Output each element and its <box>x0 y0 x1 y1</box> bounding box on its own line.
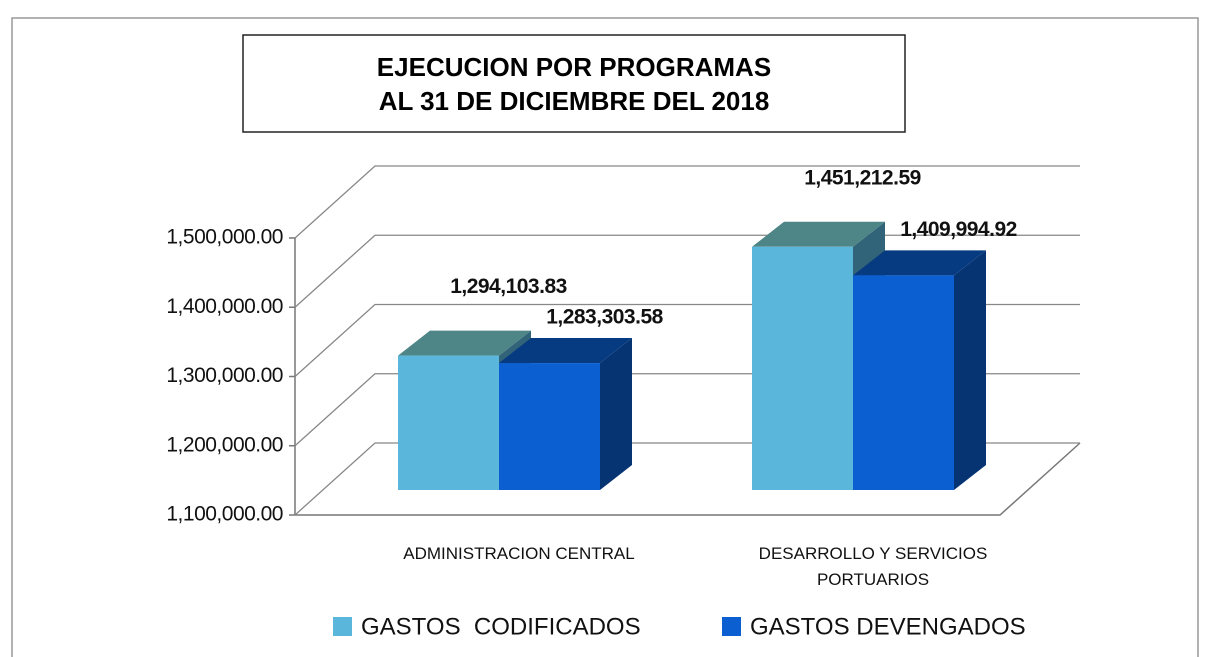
bar <box>398 355 499 490</box>
grid-line <box>294 165 1080 239</box>
data-label: 1,451,212.59 <box>804 166 921 189</box>
chart-title: EJECUCION POR PROGRAMAS <box>377 52 771 82</box>
y-tick-label: 1,400,000.00 <box>166 295 283 318</box>
bar <box>499 363 600 490</box>
y-tick-label: 1,100,000.00 <box>166 503 283 526</box>
bar-top <box>398 330 531 356</box>
bar <box>853 275 954 490</box>
bar <box>752 246 853 490</box>
bar-side <box>954 250 986 490</box>
legend-swatch <box>722 617 741 636</box>
data-label: 1,294,103.83 <box>450 275 567 298</box>
legend-label: GASTOS DEVENGADOS <box>750 613 1026 640</box>
y-tick-label: 1,200,000.00 <box>166 433 283 456</box>
title-box <box>242 34 906 133</box>
bar-top <box>853 250 986 276</box>
bar-top <box>499 338 632 364</box>
y-tick-label: 1,500,000.00 <box>166 226 283 249</box>
chart-subtitle: AL 31 DE DICIEMBRE DEL 2018 <box>379 86 770 116</box>
legend-label: GASTOS CODIFICADOS <box>361 613 641 640</box>
y-tick-label: 1,300,000.00 <box>166 364 283 387</box>
x-tick-label: DESARROLLO Y SERVICIOS PORTUARIOS <box>758 544 988 589</box>
bar-side <box>600 338 632 490</box>
legend-swatch <box>333 617 352 636</box>
frame <box>11 17 1199 657</box>
bar-top <box>752 221 885 247</box>
x-tick-label: ADMINISTRACION CENTRAL <box>403 544 635 563</box>
data-label: 1,409,994.92 <box>900 218 1017 241</box>
floor-edge <box>295 442 1081 516</box>
data-label: 1,283,303.58 <box>546 306 663 329</box>
